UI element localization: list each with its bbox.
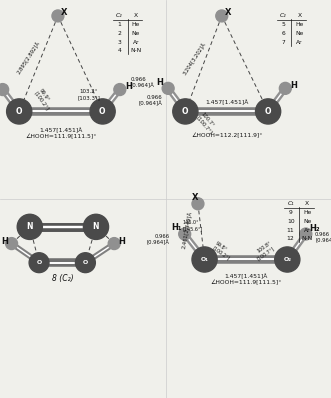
Text: Ar: Ar [132,40,139,45]
Text: Ne: Ne [296,31,304,36]
Text: 0.966
[0.964]Å: 0.966 [0.964]Å [138,95,162,106]
Ellipse shape [192,247,217,272]
Text: X: X [61,8,67,17]
Text: 8 (C₂): 8 (C₂) [52,274,74,283]
Ellipse shape [279,82,291,94]
Text: 146.0°
[145.6°]: 146.0° [145.6°] [183,220,203,231]
Text: O₂: O₂ [283,257,291,262]
Ellipse shape [173,99,198,124]
Text: ∠HOOH=112.2[111.9]°: ∠HOOH=112.2[111.9]° [191,133,262,139]
Text: H: H [118,237,125,246]
Text: 0.966
[0.964]Å: 0.966 [0.964]Å [130,77,154,88]
Text: 7: 7 [281,40,285,45]
Text: 1.457[1.451]Å: 1.457[1.451]Å [224,274,268,280]
Ellipse shape [7,99,32,124]
Text: 9: 9 [289,210,293,215]
Text: X: X [298,14,302,18]
Text: Ne: Ne [132,31,140,36]
Text: ∠HOOH=111.9[111.5]°: ∠HOOH=111.9[111.5]° [25,134,97,140]
Text: X: X [305,201,309,206]
Text: X: X [134,14,138,18]
Ellipse shape [29,253,49,273]
Ellipse shape [6,238,18,250]
Text: N: N [93,222,99,231]
Text: C₁: C₁ [287,201,294,206]
Text: 103.2°
[103.3°]: 103.2° [103.3°] [77,89,100,100]
Text: O: O [16,107,22,116]
Ellipse shape [179,228,191,240]
Text: H: H [1,237,8,246]
Ellipse shape [108,238,120,250]
Ellipse shape [17,214,42,240]
Text: O₁: O₁ [201,257,209,262]
Ellipse shape [300,228,312,240]
Text: N-N: N-N [302,236,313,241]
Text: He: He [132,22,140,27]
Ellipse shape [275,247,300,272]
Text: 1: 1 [117,22,121,27]
Text: O: O [36,260,42,265]
Text: 11: 11 [287,228,295,232]
Text: 10: 10 [287,219,295,224]
Text: 2.895[2.892]Å: 2.895[2.892]Å [17,40,42,75]
Text: 4: 4 [117,49,121,53]
Ellipse shape [256,99,281,124]
Text: H: H [291,81,297,90]
Text: 2.461[2.449]Å: 2.461[2.449]Å [182,211,194,249]
Text: 0.966
[0.964]Å: 0.966 [0.964]Å [147,234,170,246]
Text: N-N: N-N [130,49,141,53]
Text: O: O [83,260,88,265]
Text: Ne: Ne [303,219,311,224]
Ellipse shape [192,198,204,210]
Text: He: He [296,22,304,27]
Text: 100.8°
[100.7°]: 100.8° [100.7°] [253,240,276,261]
Text: 3.204[3.202]Å: 3.204[3.202]Å [183,41,208,76]
Text: 3: 3 [117,40,121,45]
Text: C₂: C₂ [280,14,286,18]
Text: O: O [182,107,189,116]
Ellipse shape [90,99,115,124]
Text: 0.966
[0.964]Å: 0.966 [0.964]Å [315,232,331,244]
Text: 12: 12 [287,236,295,241]
Text: H₁: H₁ [171,223,181,232]
Ellipse shape [52,10,64,22]
Text: 100.7°
[100.7°]: 100.7° [100.7°] [195,111,218,135]
Text: 99.8°
[100.2°]: 99.8° [100.2°] [211,240,234,261]
Text: 1.457[1.451]Å: 1.457[1.451]Å [205,100,249,105]
Ellipse shape [83,214,109,240]
Text: X: X [224,8,231,17]
Ellipse shape [216,10,228,22]
Ellipse shape [75,253,95,273]
Text: C₂: C₂ [116,14,122,18]
Text: Ar: Ar [296,40,303,45]
Text: 99.9°
[100.2°]: 99.9° [100.2°] [33,88,55,111]
Text: H: H [125,82,132,91]
Ellipse shape [0,84,9,96]
Text: Ar: Ar [304,228,310,232]
Text: X: X [191,193,198,202]
Text: O: O [265,107,271,116]
Text: 5: 5 [281,22,285,27]
Text: O: O [99,107,106,116]
Text: ∠HOOH=111.9[111.5]°: ∠HOOH=111.9[111.5]° [210,280,282,285]
Ellipse shape [114,84,126,96]
Text: 1.457[1.451]Å: 1.457[1.451]Å [39,128,83,133]
Text: 2: 2 [117,31,121,36]
Text: 6: 6 [281,31,285,36]
Text: He: He [303,210,311,215]
Text: N: N [26,222,33,231]
Text: H: H [157,78,163,87]
Text: H₂: H₂ [309,224,320,232]
Ellipse shape [162,82,174,94]
